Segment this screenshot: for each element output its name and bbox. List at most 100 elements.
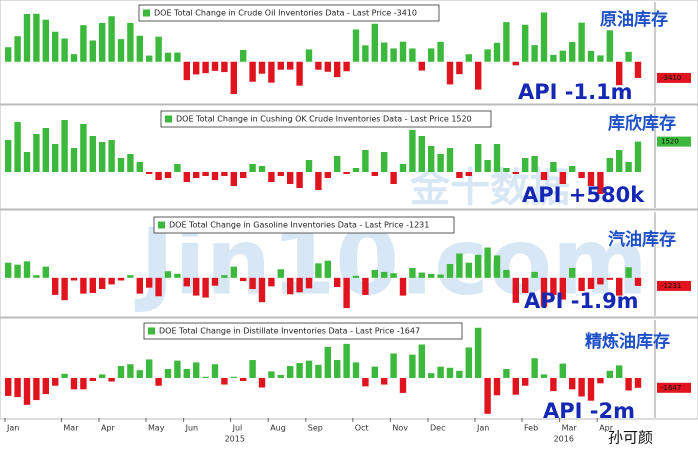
bar [362, 150, 369, 172]
bar [33, 13, 40, 62]
bar [587, 50, 595, 62]
bar [503, 269, 510, 278]
bar [597, 172, 604, 194]
bar [362, 45, 369, 62]
x-tick-label: Apr [101, 424, 116, 433]
bar [409, 354, 416, 378]
bar [446, 148, 454, 172]
bar [540, 277, 548, 307]
bar [296, 277, 303, 293]
bar [569, 166, 576, 172]
bar [484, 377, 491, 414]
bar [258, 166, 266, 172]
price-tag [657, 280, 691, 291]
bar [616, 150, 623, 172]
bar [315, 364, 322, 378]
bar [296, 363, 303, 378]
bar [465, 172, 472, 176]
bar [42, 377, 49, 395]
annotation-title: 汽油库存 [608, 229, 676, 250]
bar [193, 61, 200, 75]
bar [540, 374, 548, 378]
bar [587, 172, 595, 186]
price-tag-label: 1520 [661, 138, 679, 146]
bar [587, 377, 595, 401]
x-tick-label: Dec [430, 424, 445, 433]
bar [512, 61, 519, 66]
x-tick-label: Jun [185, 424, 199, 433]
bar [343, 277, 350, 309]
bar [127, 364, 134, 378]
bar [352, 275, 360, 278]
bar [211, 61, 219, 71]
bar [399, 277, 407, 296]
bar [569, 377, 576, 390]
bar [211, 172, 219, 180]
bar [183, 277, 190, 287]
bar [390, 48, 397, 62]
bar [249, 164, 256, 172]
bar [193, 172, 200, 178]
legend-swatch [143, 9, 150, 17]
bar [42, 266, 49, 278]
bar [550, 162, 557, 172]
bar [352, 168, 360, 172]
bar [371, 366, 378, 378]
bar [437, 154, 444, 172]
bar [5, 47, 12, 62]
bar [70, 377, 78, 390]
bar [324, 61, 331, 72]
bar [437, 366, 444, 378]
bar [136, 35, 143, 62]
bar [559, 277, 566, 300]
bar [569, 267, 576, 278]
bar [146, 277, 153, 288]
bar [484, 160, 491, 172]
bar [117, 158, 125, 172]
bar [127, 275, 134, 278]
bar [277, 269, 284, 278]
bar [475, 61, 482, 90]
bar [456, 253, 463, 278]
bar [390, 353, 397, 378]
bar [268, 172, 275, 182]
bar [512, 377, 519, 395]
bar [240, 277, 247, 282]
bar [381, 271, 388, 278]
bar [399, 164, 407, 172]
bar [334, 61, 341, 78]
bar [522, 158, 529, 172]
bar [89, 40, 96, 62]
bar [343, 61, 350, 72]
bar [183, 369, 190, 378]
bar [484, 247, 491, 278]
bar [606, 30, 613, 62]
bar [540, 12, 548, 62]
bar [409, 48, 416, 62]
panel-frame [0, 317, 698, 420]
bar [211, 364, 219, 378]
x-tick-label: Oct [355, 424, 369, 433]
legend-swatch [158, 221, 165, 229]
x-year-label: 2016 [554, 435, 574, 444]
bar [493, 255, 501, 278]
bar [136, 370, 143, 378]
annotation-api: API -1.1m [518, 80, 633, 104]
x-tick-label: Jan [476, 424, 489, 433]
bar [155, 377, 162, 386]
bar [221, 172, 228, 176]
annotation-api: API -2m [543, 399, 635, 423]
bar [428, 373, 435, 378]
bar [268, 277, 275, 287]
bar [315, 172, 322, 190]
bar [559, 50, 566, 62]
bar [446, 61, 454, 85]
bar [625, 377, 632, 391]
legend-box [160, 110, 492, 128]
bar [597, 377, 604, 384]
bar [446, 367, 454, 378]
bar [428, 48, 435, 62]
bar [136, 162, 143, 172]
bar [164, 369, 172, 378]
